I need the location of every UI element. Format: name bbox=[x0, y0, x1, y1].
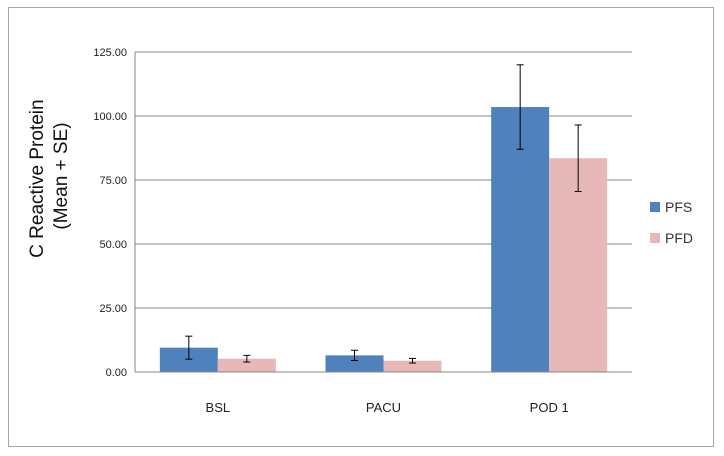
y-axis-label-line-2: (Mean + SE) bbox=[51, 122, 72, 229]
bar-chart: 0.00 25.00 50.00 75.00 100.00 125.00 BSL PACU P… bbox=[27, 47, 693, 415]
bar-pfs bbox=[491, 107, 550, 372]
x-tick-labels: BSL PACU POD 1 bbox=[206, 400, 569, 415]
error-bars bbox=[185, 64, 582, 364]
y-tick-label: 50.00 bbox=[99, 239, 127, 251]
y-tick-labels: 0.00 25.00 50.00 75.00 100.00 125.00 bbox=[93, 47, 127, 379]
y-axis-label-line-1: C Reactive Protein bbox=[27, 99, 48, 257]
legend-label-pfd: PFD bbox=[665, 230, 693, 246]
y-tick-label: 100.00 bbox=[93, 111, 127, 123]
x-tick-label: POD 1 bbox=[530, 400, 569, 415]
y-tick-label: 0.00 bbox=[106, 367, 127, 379]
y-tick-label: 75.00 bbox=[99, 175, 127, 187]
bar-pfd bbox=[549, 158, 608, 372]
x-tick-label: PACU bbox=[366, 400, 401, 415]
y-tick-label: 25.00 bbox=[99, 303, 127, 315]
legend-swatch-pfd bbox=[650, 233, 660, 243]
x-tick-label: BSL bbox=[206, 400, 231, 415]
legend-label-pfs: PFS bbox=[665, 199, 692, 215]
bars bbox=[159, 107, 608, 372]
y-axis-label: C Reactive Protein (Mean + SE) bbox=[27, 94, 72, 258]
bar-pfd bbox=[383, 360, 442, 372]
bar-pfs bbox=[325, 355, 384, 372]
legend: PFS PFD bbox=[650, 199, 693, 246]
y-tick-label: 125.00 bbox=[93, 47, 127, 59]
legend-swatch-pfs bbox=[650, 202, 660, 212]
bar-pfd bbox=[217, 358, 276, 372]
chart-frame: 0.00 25.00 50.00 75.00 100.00 125.00 BSL PACU P… bbox=[8, 7, 714, 447]
